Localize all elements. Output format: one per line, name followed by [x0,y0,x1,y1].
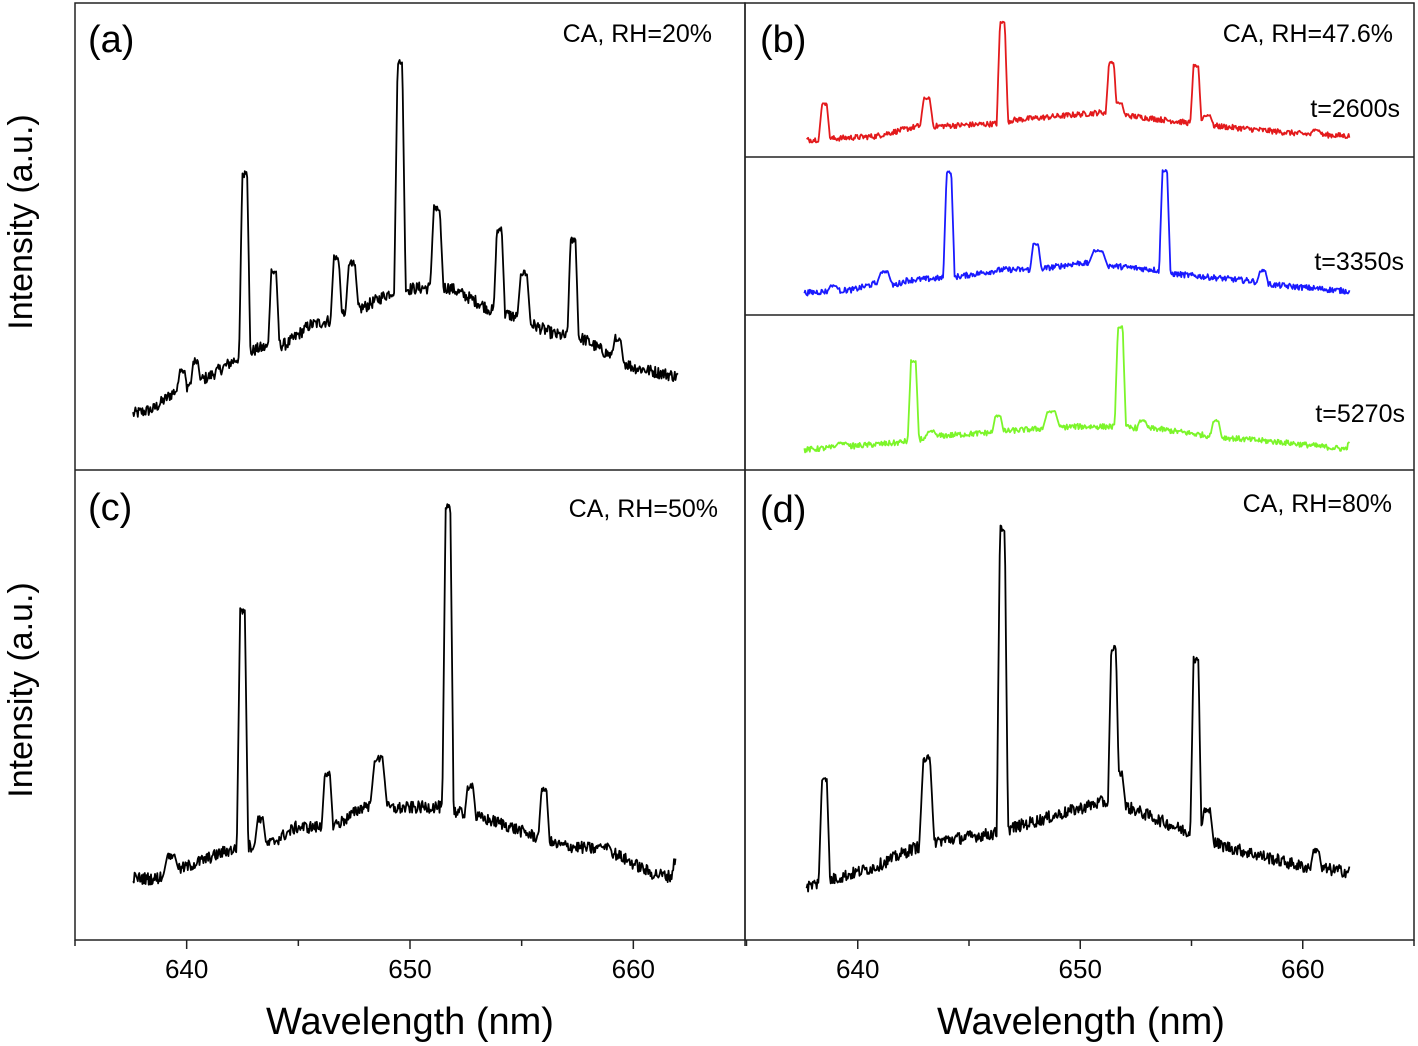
spectrum-line-c [132,503,677,886]
panel-label-c: (c) [88,487,132,529]
annotation-b: CA, RH=47.6% [1223,20,1393,48]
spectrum-line-a [132,59,679,418]
right-column-frame [744,2,1415,941]
x-tick-label: 650 [1059,954,1102,984]
panel-label-b: (b) [760,19,806,61]
x-axis-title-left: Wavelength (nm) [266,1001,554,1043]
series-label-t2600: t=2600s [1310,95,1400,123]
annotation-d: CA, RH=80% [1243,490,1392,518]
spectrum-line-b-t=2600s [806,20,1351,144]
y-axis-title-bottom: Intensity (a.u.) [2,582,40,797]
spectrum-line-b-t=5270s [803,325,1351,454]
x-axis-ticks: 640 650 660 640 650 660 [74,940,1415,984]
series-label-t3350: t=3350s [1314,248,1404,276]
y-axis-title-top: Intensity (a.u.) [2,114,40,329]
x-tick-label: 650 [388,954,431,984]
spectrum-line-b-t=3350s [803,169,1351,297]
spectrum-line-d [805,524,1351,893]
panel-label-a: (a) [88,19,134,61]
annotation-a: CA, RH=20% [563,20,712,48]
spectra [132,20,1351,893]
x-axis-title-right: Wavelength (nm) [937,1001,1225,1043]
x-tick-label: 640 [165,954,208,984]
left-column-frame [74,2,746,941]
x-tick-label: 660 [612,954,655,984]
series-label-t5270: t=5270s [1315,400,1405,428]
x-tick-label: 660 [1281,954,1324,984]
annotation-c: CA, RH=50% [569,495,718,523]
panel-label-d: (d) [760,489,806,531]
x-tick-label: 640 [836,954,879,984]
